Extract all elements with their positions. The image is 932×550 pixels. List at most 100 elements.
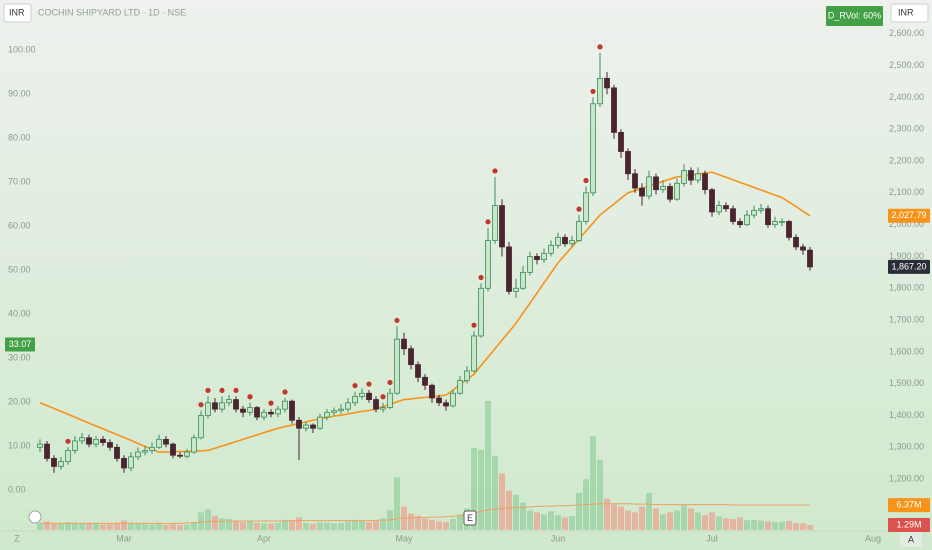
candle-body <box>226 399 232 404</box>
earnings-box[interactable] <box>463 510 477 526</box>
y2-tick-label: 60.00 <box>8 220 31 230</box>
auto-button-box[interactable] <box>900 532 922 547</box>
candle-body <box>800 246 806 251</box>
volume-bar <box>590 436 596 530</box>
signal-dot <box>268 400 274 406</box>
volume-bar <box>58 523 64 530</box>
candle-body <box>338 408 344 412</box>
volume-bar <box>576 492 582 530</box>
volume-marker: 1.29M <box>896 519 921 529</box>
y2-tick-label: 0.00 <box>8 484 26 494</box>
y2-tick-label: 70.00 <box>8 176 31 186</box>
signal-dot <box>205 387 211 394</box>
auto-button[interactable]: A <box>908 534 914 544</box>
volume-bar <box>212 515 218 530</box>
volume-bar <box>695 512 701 530</box>
x-tick-label: Mar <box>116 533 132 543</box>
volume-bar <box>156 523 162 530</box>
signal-dot <box>583 177 589 184</box>
y2-tick-label: 50.00 <box>8 264 31 274</box>
candle-body <box>282 400 288 410</box>
candle-body <box>366 392 372 400</box>
signal-dot <box>366 381 372 387</box>
currency-left[interactable]: INR <box>9 7 25 17</box>
candle-body <box>674 182 680 200</box>
y-tick-label: 1,400.00 <box>889 410 924 420</box>
volume-bar <box>793 522 799 530</box>
candle-body <box>65 450 71 463</box>
volume-bar <box>247 520 253 530</box>
candle-body <box>527 256 533 273</box>
volume-ma-line <box>40 503 811 524</box>
signal-dot <box>590 88 596 95</box>
volume-bar <box>485 400 491 530</box>
candle-body <box>275 408 281 415</box>
volume-bar <box>618 506 624 530</box>
candle-body <box>464 370 470 381</box>
currency-box[interactable] <box>890 3 929 23</box>
indicator-box <box>826 6 883 26</box>
candle-body <box>513 287 519 292</box>
volume-bar <box>359 520 365 530</box>
volume-bar <box>730 519 736 530</box>
candle-body <box>723 205 729 210</box>
volume-bar <box>723 518 729 530</box>
candle-body <box>534 256 540 261</box>
candle-body <box>471 335 477 372</box>
volume-bar <box>513 494 519 530</box>
signal-dot <box>282 389 288 395</box>
candle-body <box>660 186 666 191</box>
y-tick-label: 1,200.00 <box>889 473 924 483</box>
candle-body <box>359 392 365 397</box>
currency-box[interactable] <box>3 3 32 23</box>
nav-icon[interactable] <box>28 510 42 524</box>
candle-body <box>737 221 743 226</box>
y2-tick-label: 90.00 <box>8 88 31 98</box>
candle-body <box>716 205 722 213</box>
volume-bar <box>72 522 78 530</box>
candle-body <box>100 438 106 443</box>
candle-body <box>793 236 799 248</box>
volume-bar <box>450 519 456 530</box>
candle-body <box>93 438 99 445</box>
candle-body <box>744 214 750 226</box>
candle-body <box>751 209 757 216</box>
signal-dot <box>576 206 582 212</box>
signal-dot <box>394 317 400 324</box>
volume-bar <box>44 521 50 530</box>
volume-bar <box>100 524 106 530</box>
candle-body <box>562 236 568 245</box>
volume-bar <box>716 516 722 530</box>
price-marker: 2,027.79 <box>891 210 926 220</box>
y-tick-label: 2,300.00 <box>889 124 924 134</box>
volume-bar <box>744 520 750 530</box>
candle-body <box>142 450 148 453</box>
indicator-label: D_RVol: 60% <box>828 10 881 20</box>
candle-body <box>779 221 785 223</box>
volume-bar <box>569 515 575 530</box>
candle-body <box>296 419 302 429</box>
volume-marker: 6.37M <box>896 499 921 509</box>
candle-body <box>212 402 218 410</box>
candle-body <box>765 208 771 226</box>
candle-body <box>429 384 435 399</box>
volume-bar <box>800 523 806 530</box>
candle-body <box>289 400 295 421</box>
signal-dot <box>233 387 239 394</box>
signal-dot <box>352 383 358 389</box>
candle-body <box>772 221 778 226</box>
volume-bar <box>226 519 232 530</box>
volume-bar <box>660 514 666 530</box>
candle-body <box>646 176 652 197</box>
candle-body <box>261 411 267 418</box>
candle-body <box>639 187 645 197</box>
earnings-label[interactable]: E <box>467 513 473 523</box>
currency-right[interactable]: INR <box>898 7 914 17</box>
timezone-button[interactable]: Z <box>14 533 20 543</box>
volume-bar <box>268 523 274 530</box>
volume-bar <box>653 508 659 530</box>
volume-bar <box>345 521 351 530</box>
volume-bar <box>604 498 610 530</box>
volume-bar <box>625 510 631 530</box>
